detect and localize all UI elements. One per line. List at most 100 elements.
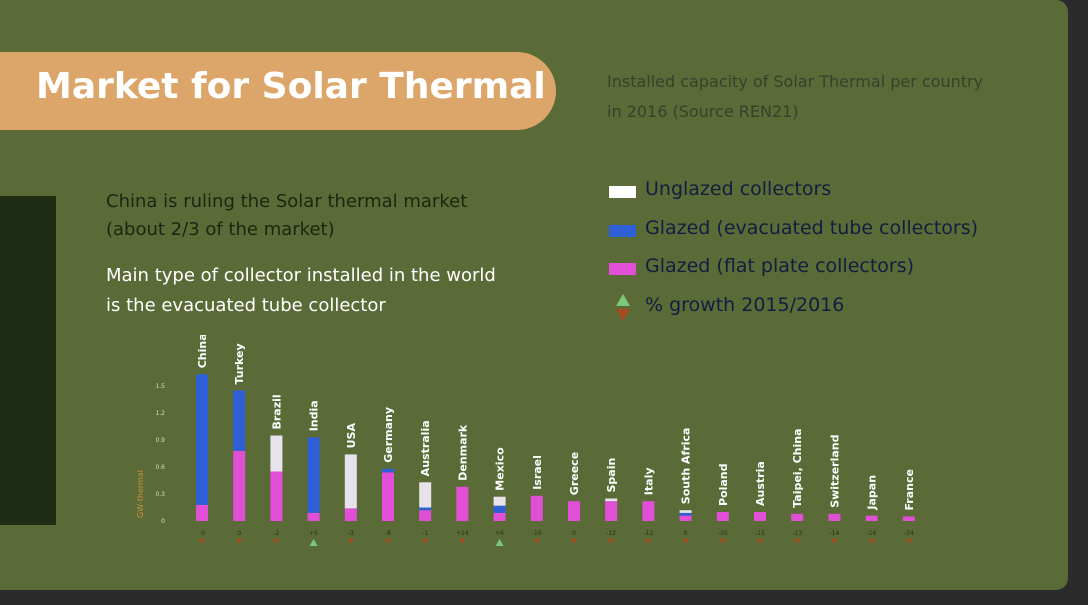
growth-down-icon [422, 539, 429, 544]
flat-plate-swatch [609, 263, 636, 275]
bar-segment [382, 468, 394, 473]
growth-down-icon [273, 539, 280, 544]
growth-value: -9 [199, 530, 205, 537]
growth-up-icon [495, 539, 504, 546]
bar-segment [307, 512, 320, 521]
china-market-text: China is ruling the Solar thermal market… [106, 191, 468, 240]
category-label: Italy [642, 467, 655, 495]
growth-value: -30 [718, 530, 728, 537]
growth-down-icon [199, 539, 205, 544]
bar-segment [568, 501, 580, 521]
growth-value: -16 [867, 530, 877, 537]
bar-segment [270, 471, 283, 521]
bar-segment [233, 390, 246, 451]
category-label: Turkey [233, 343, 246, 384]
bar-segment [382, 472, 394, 521]
bar-segment [902, 516, 915, 521]
category-label: Australia [419, 420, 432, 476]
y-tick-label: 0 [161, 518, 165, 525]
category-label: Brazil [270, 394, 283, 429]
category-label: China [196, 335, 209, 368]
triangle-down-icon [616, 308, 630, 321]
bar-segment [419, 510, 432, 521]
growth-value: -3 [348, 530, 354, 537]
category-label: France [903, 469, 916, 510]
legend-label: Unglazed collectors [645, 178, 832, 200]
category-label: Poland [717, 463, 730, 506]
growth-down-icon [571, 539, 577, 544]
title-banner: Market for Solar Thermal [0, 52, 556, 130]
growth-value: -12 [606, 530, 616, 537]
bar-segment [679, 512, 692, 516]
category-label: Germany [382, 407, 395, 463]
bar-segment [419, 507, 432, 511]
growth-down-icon [347, 539, 354, 544]
slide: Market for Solar Thermal Installed capac… [0, 0, 1068, 590]
bar-segment [605, 498, 618, 502]
growth-value: +5 [309, 530, 318, 537]
bar-segment [642, 501, 655, 521]
growth-down-icon [682, 539, 689, 544]
bar-segment [493, 505, 506, 513]
bar-segment [716, 512, 729, 521]
left-accent-strip [0, 196, 56, 525]
bar-segment [456, 486, 469, 521]
category-label: India [308, 400, 321, 431]
growth-down-icon [645, 539, 652, 544]
category-label: Switzerland [828, 434, 841, 507]
bar-segment [196, 374, 208, 505]
y-tick-label: 1.2 [155, 410, 165, 417]
y-axis-title: GW-thermal [136, 470, 145, 518]
growth-value: -16 [532, 530, 542, 537]
category-label: South Africa [680, 428, 693, 505]
growth-value: -1 [422, 530, 428, 537]
unglazed-swatch [609, 186, 636, 198]
growth-down-icon [236, 539, 243, 544]
legend-label: Glazed (evacuated tube collectors) [645, 216, 979, 239]
growth-value: -8 [385, 530, 391, 537]
growth-down-icon [533, 539, 540, 544]
growth-value: +6 [495, 530, 504, 537]
growth-down-icon [794, 539, 801, 544]
growth-down-icon [385, 539, 391, 544]
y-tick-label: 0.6 [155, 464, 165, 471]
legend-label: % growth 2015/2016 [645, 293, 845, 316]
growth-value: -12 [643, 530, 653, 537]
growth-down-icon [905, 539, 912, 544]
growth-value: -14 [829, 530, 839, 537]
category-label: Denmark [456, 424, 469, 481]
growth-down-icon [868, 539, 875, 544]
category-label: Japan [866, 475, 879, 511]
category-label: Israel [531, 455, 544, 490]
y-tick-label: 0.9 [155, 437, 165, 444]
category-label: Spain [605, 458, 618, 493]
growth-value: -15 [755, 530, 765, 537]
legend-label: Glazed (flat plate collectors) [645, 255, 915, 277]
bar-segment [419, 482, 432, 508]
growth-value: +24 [456, 530, 469, 537]
bar-segment [493, 512, 506, 521]
y-tick-label: 0.3 [155, 491, 165, 498]
bar-segment [493, 496, 506, 506]
bar-segment [196, 504, 208, 521]
growth-value: -2 [273, 530, 279, 537]
growth-value: 0 [572, 530, 576, 537]
bar-segment [791, 513, 804, 521]
growth-value: 0 [684, 530, 688, 537]
growth-value: 0 [237, 530, 241, 537]
bar-segment [307, 437, 320, 513]
category-label: Greece [568, 452, 581, 495]
bar-segment [233, 450, 246, 521]
growth-value: -34 [904, 530, 914, 537]
category-label: Mexico [494, 447, 507, 491]
bar-segment [344, 508, 357, 521]
evacuated-swatch [609, 224, 636, 237]
bar-segment [344, 454, 357, 509]
y-tick-label: 1.5 [155, 383, 165, 390]
growth-value: -13 [792, 530, 802, 537]
category-label: Austria [754, 461, 767, 506]
growth-down-icon [719, 539, 726, 544]
growth-down-icon [608, 539, 615, 544]
category-label: USA [345, 423, 358, 449]
growth-up-icon [309, 539, 318, 546]
